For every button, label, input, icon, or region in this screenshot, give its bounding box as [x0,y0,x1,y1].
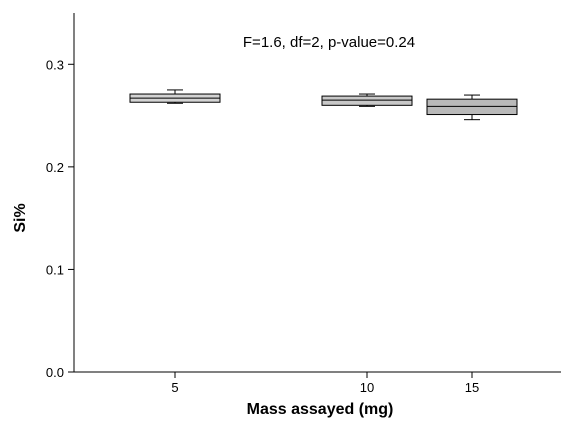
box-iqr [321,95,413,106]
box-group-5 [129,89,221,104]
x-tick-label: 15 [465,380,479,395]
y-tick-label: 0.1 [46,262,64,277]
y-tick-label: 0.2 [46,160,64,175]
box-group-15 [426,94,518,121]
boxes-layer [129,89,518,121]
y-tick-label: 0.0 [46,365,64,380]
y-tick-label: 0.3 [46,57,64,72]
axes-layer: 0.0 0.1 0.2 0.3 5 10 15 [46,13,561,395]
x-tick-label: 10 [360,380,374,395]
x-tick-label: 5 [171,380,178,395]
y-axis-title: Si% [12,203,29,232]
x-axis-title: Mass assayed (mg) [247,401,394,418]
stats-annotation: F=1.6, df=2, p-value=0.24 [243,34,415,51]
box-group-10 [321,93,413,107]
box-iqr [426,98,518,116]
